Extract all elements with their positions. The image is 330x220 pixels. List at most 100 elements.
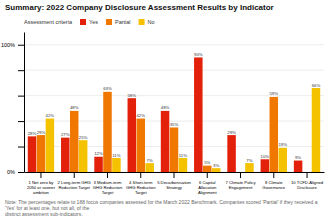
y-tick-label: 0%	[7, 169, 15, 175]
x-tick: 7 Climate PolicyEngagement	[226, 172, 257, 190]
data-label: 9%	[295, 155, 301, 160]
x-tick-label: 8 ClimateGovernance	[262, 180, 285, 190]
x-tick-label-line: Engagement	[229, 185, 254, 190]
y-tick-line	[18, 96, 24, 97]
x-tick: 3 Medium-termGHG ReductionTarget	[93, 172, 123, 195]
x-tick: 5 DecarbonisationStrategy	[157, 172, 191, 190]
data-label: 19%	[278, 142, 287, 147]
data-label: 11%	[179, 153, 187, 158]
x-tick-label-line: Alignment	[198, 190, 217, 195]
x-tick-label: 1 Net zero by2050 or soonerambition	[27, 180, 56, 195]
bar	[227, 135, 235, 172]
x-tick-line	[74, 172, 75, 178]
bar-series	[28, 57, 303, 172]
x-tick-line	[273, 172, 274, 178]
data-label: 63%	[103, 86, 112, 91]
x-tick-label: 7 Climate PolicyEngagement	[226, 180, 257, 190]
x-tick: 10 TCFD-AlignedDisclosure	[291, 172, 324, 190]
y-axis-line	[24, 33, 25, 173]
bar	[61, 138, 69, 172]
y-tick: 0%	[7, 169, 24, 175]
bar	[203, 166, 211, 172]
chart-svg: Summary: 2022 Company Disclosure Assessm…	[0, 0, 330, 220]
bar	[170, 127, 178, 172]
x-axis: 1 Net zero by2050 or soonerambition2 Lon…	[25, 172, 325, 195]
bar-series	[37, 92, 278, 172]
bar	[103, 92, 111, 172]
legend-swatch	[106, 19, 112, 25]
bar	[294, 161, 302, 172]
x-tick-label-line: Governance	[262, 185, 285, 190]
data-label: 59%	[269, 91, 278, 96]
x-tick: 2 Long-term GHGReduction Target	[58, 172, 91, 190]
x-tick-label: 4 Short-termGHG ReductionTarget	[126, 180, 156, 195]
x-tick-label-line: Target	[102, 190, 114, 195]
x-tick-label: 3 Medium-termGHG ReductionTarget	[93, 180, 123, 195]
bar	[145, 163, 153, 172]
data-label: 25%	[79, 135, 88, 140]
data-label: 11%	[112, 153, 120, 158]
bar	[136, 119, 144, 172]
bar	[70, 111, 78, 172]
data-label: 12%	[94, 151, 103, 156]
bar	[270, 97, 278, 172]
x-tick-label-line: Disclosure	[297, 185, 317, 190]
y-tick-line	[18, 172, 24, 173]
bar	[194, 57, 202, 172]
x-tick-line	[307, 172, 308, 178]
bar	[161, 111, 169, 172]
y-tick-line	[18, 45, 24, 46]
x-tick-label: 10 TCFD-AlignedDisclosure	[291, 180, 324, 190]
bar	[261, 159, 269, 172]
data-label: 66%	[312, 83, 321, 88]
legend-label: Partial	[115, 19, 131, 25]
bar	[245, 163, 253, 172]
data-labels: 28%27%12%58%48%90%29%10%9%29%48%63%42%35…	[28, 52, 321, 168]
x-tick-line	[174, 172, 175, 178]
x-tick-label-line: Strategy	[166, 185, 183, 190]
bar	[28, 136, 36, 172]
legend-swatch	[139, 19, 145, 25]
x-tick-line	[107, 172, 108, 178]
chart-container: Summary: 2022 Company Disclosure Assessm…	[0, 0, 330, 220]
grid-line	[24, 95, 324, 96]
bar	[212, 168, 220, 172]
x-tick: 1 Net zero by2050 or soonerambition	[27, 172, 56, 195]
data-label: 35%	[170, 122, 179, 127]
x-tick-label: 5 DecarbonisationStrategy	[157, 180, 191, 190]
x-tick-line	[240, 172, 241, 178]
y-tick	[18, 96, 24, 97]
bar	[179, 158, 187, 172]
y-tick-line	[18, 70, 24, 71]
x-tick: 4 Short-termGHG ReductionTarget	[126, 172, 156, 195]
x-tick: 6 CapitalAllocationAlignment	[198, 172, 217, 195]
bar	[37, 135, 45, 172]
bar	[303, 172, 311, 173]
y-tick-line	[18, 147, 24, 148]
bar-series	[46, 88, 321, 172]
data-label: 90%	[194, 52, 203, 57]
y-tick	[18, 147, 24, 148]
data-label: 7%	[147, 158, 153, 163]
y-tick	[18, 121, 24, 122]
bars	[28, 57, 320, 172]
x-tick-line	[40, 172, 41, 178]
data-label: 42%	[46, 113, 55, 118]
legend-title: Assessment criteria	[24, 19, 73, 25]
y-tick-line	[18, 121, 24, 122]
data-label: 42%	[136, 113, 145, 118]
legend-swatch	[80, 19, 86, 25]
data-label: 10%	[261, 154, 270, 159]
x-tick-label-line: ambition	[33, 190, 49, 195]
bar	[236, 172, 244, 173]
note-line: distinct assessment sub-indicators.	[5, 211, 83, 217]
x-tick-line	[207, 172, 208, 178]
legend-item: Partial	[106, 19, 131, 25]
data-label: 48%	[70, 105, 79, 110]
x-tick-label-line: Target	[135, 190, 147, 195]
data-label: 48%	[161, 105, 170, 110]
title: Summary: 2022 Company Disclosure Assessm…	[5, 3, 274, 12]
bar	[94, 157, 102, 172]
bar	[79, 140, 87, 172]
data-label: 28%	[28, 131, 37, 136]
